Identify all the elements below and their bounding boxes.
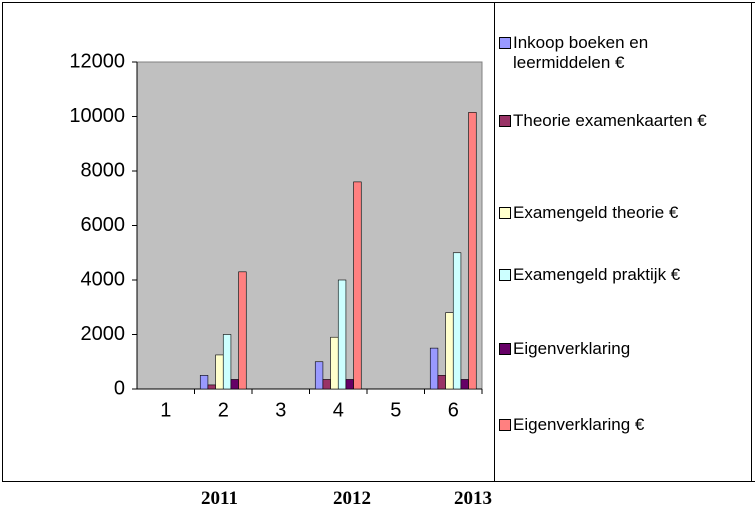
bar: [230, 379, 239, 390]
legend-swatch: [499, 115, 511, 127]
legend-swatch: [499, 419, 511, 431]
bar: [337, 279, 347, 390]
y-tick-label: 10000: [69, 105, 125, 127]
legend-swatch: [499, 343, 511, 355]
bar: [199, 375, 209, 390]
legend-swatch: [499, 37, 511, 49]
y-tick-label: 2000: [81, 323, 126, 345]
annotation: 2013: [454, 488, 492, 509]
chart-frame: [2, 2, 752, 482]
legend: Inkoop boeken en leermiddelen € Theorie e…: [494, 2, 755, 482]
bar: [330, 336, 339, 390]
bar: [468, 112, 477, 390]
legend-entry: Examengeld theorie €: [499, 203, 678, 223]
bar: [429, 347, 439, 390]
legend-label: Examengeld praktijk €: [513, 265, 681, 284]
legend-label: Eigenverklaring: [513, 339, 631, 358]
bar: [322, 379, 331, 390]
bar: [238, 271, 247, 390]
legend-label: Inkoop boeken en leermiddelen €: [513, 33, 649, 72]
bar: [215, 354, 224, 390]
bar: [353, 181, 362, 390]
y-tick-label: 12000: [69, 50, 125, 72]
legend-label: Eigenverklaring €: [513, 415, 645, 434]
bar: [445, 312, 454, 390]
bar: [207, 384, 216, 390]
x-tick-label: 1: [160, 399, 171, 421]
x-tick-label: 4: [333, 399, 344, 421]
legend-swatch: [499, 207, 511, 219]
legend-label: Examengeld theorie €: [513, 203, 679, 222]
y-tick-label: 0: [114, 377, 125, 399]
legend-label: Theorie examenkaarten €: [513, 111, 707, 130]
y-tick-label: 6000: [81, 214, 126, 236]
y-tick-label: 8000: [81, 159, 126, 181]
x-tick-label: 2: [218, 399, 229, 421]
bar: [314, 361, 324, 390]
bar: [452, 252, 462, 390]
x-tick-label: 3: [275, 399, 286, 421]
legend-entry: Eigenverklaring: [499, 339, 735, 359]
bar: [460, 379, 469, 390]
legend-entry: Inkoop boeken en leermiddelen €: [499, 33, 735, 73]
annotation: 2011: [201, 488, 238, 509]
chart: 0 2000 4000 6000 8000 10000 12000 1 2 3 4 5 6: [69, 50, 483, 421]
bar: [437, 375, 446, 390]
legend-entry: Eigenverklaring €: [499, 415, 735, 435]
bar: [345, 379, 354, 390]
annotation: 2012: [333, 488, 371, 509]
legend-entry: Examengeld praktijk €: [499, 265, 735, 285]
legend-entry: Theorie examenkaarten €: [499, 111, 735, 131]
y-tick-label: 4000: [81, 268, 126, 290]
legend-swatch: [499, 269, 511, 281]
bar: [222, 334, 232, 390]
plot-area: [136, 61, 483, 390]
x-tick-label: 5: [390, 399, 401, 421]
x-tick-label: 6: [448, 399, 459, 421]
